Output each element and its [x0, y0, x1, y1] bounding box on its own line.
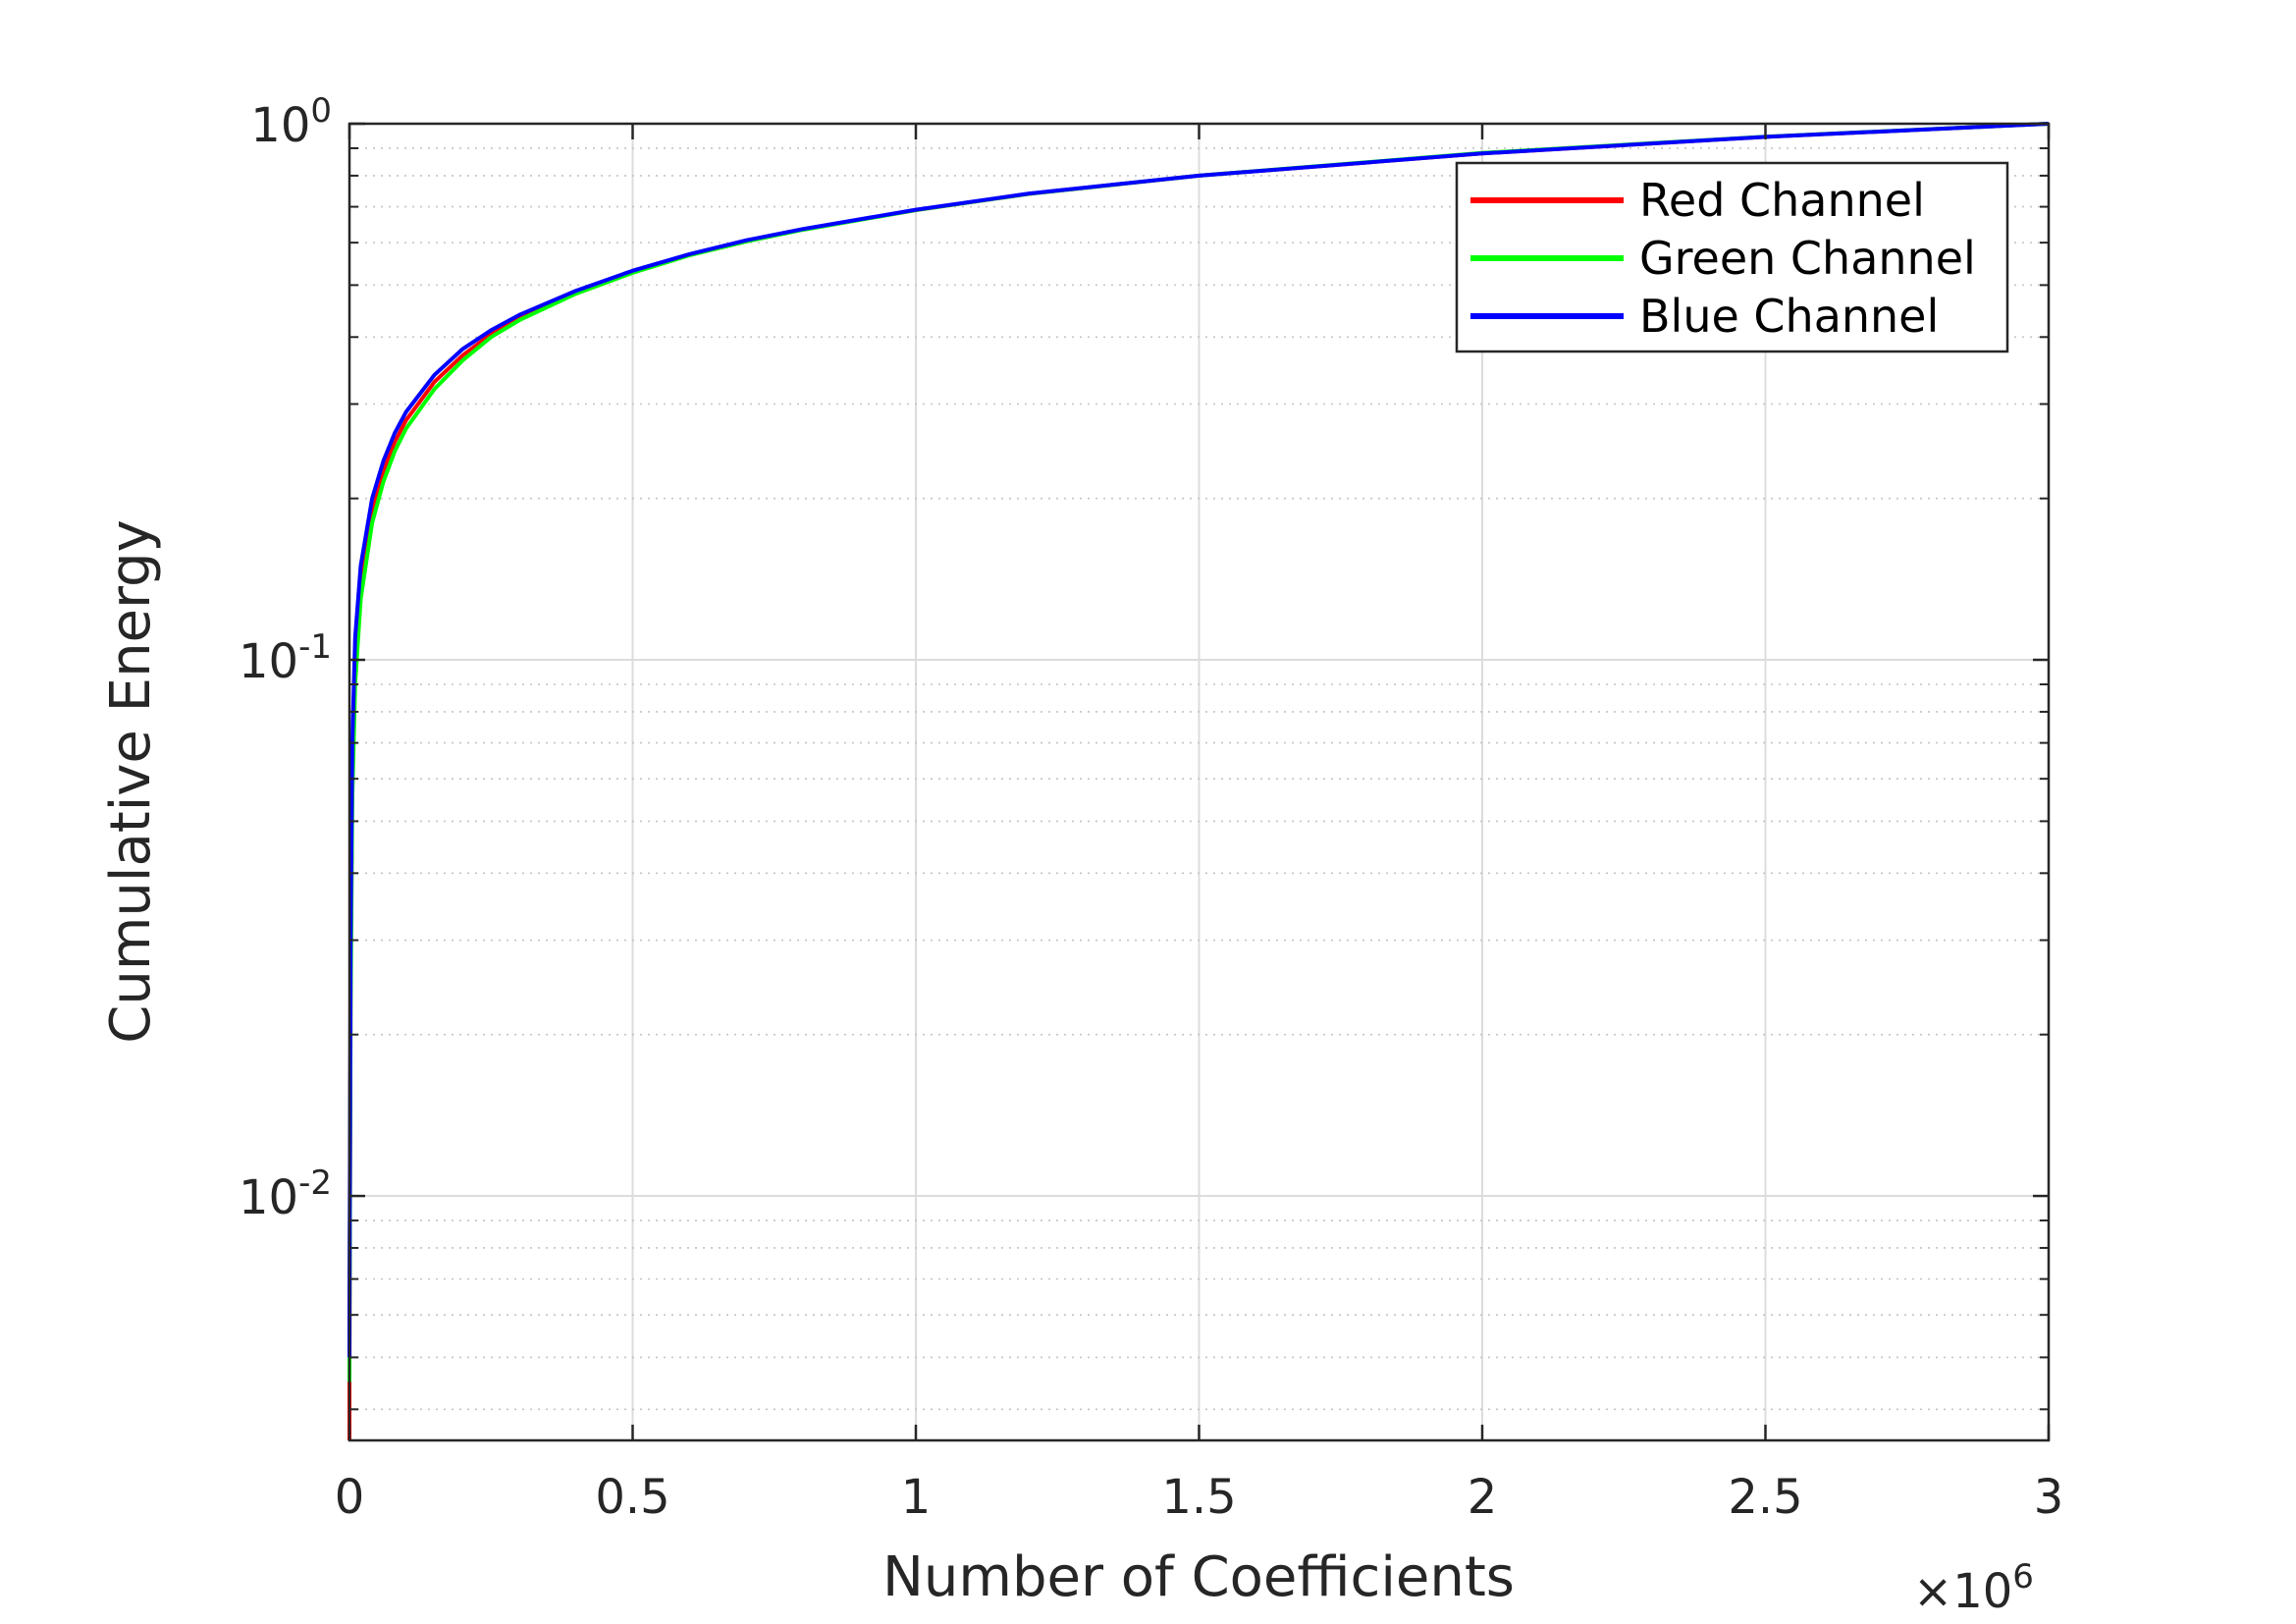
- legend-box: [1455, 161, 2009, 353]
- x-tick-label: 2: [1468, 1470, 1498, 1525]
- y-tick-labels: 10-2 10-1 100: [239, 91, 332, 1225]
- legend-label: Red Channel: [1639, 174, 1925, 227]
- y-tick-label: 10-2: [239, 1164, 332, 1225]
- legend-label: Green Channel: [1639, 232, 1976, 285]
- legend-label: Blue Channel: [1639, 290, 1939, 343]
- y-axis-label: Cumulative Energy: [99, 519, 163, 1043]
- grid: [348, 123, 2050, 1440]
- x-axis-label: Number of Coefficients: [882, 1545, 1515, 1609]
- axis-ticks: [347, 122, 2051, 1440]
- x-tick-label: 1.5: [1161, 1470, 1236, 1525]
- y-tick-label: 100: [250, 91, 332, 153]
- series-line-blue-channel: [347, 122, 2050, 1358]
- x-tick-label: 0.5: [595, 1470, 669, 1525]
- x-tick-labels: 0 0.5 1 1.5 2 2.5 3: [335, 1470, 2064, 1525]
- x-axis-exponent-label: ×106: [1913, 1557, 2034, 1619]
- y-tick-label: 10-1: [239, 627, 332, 689]
- x-tick-label: 3: [2034, 1470, 2064, 1525]
- x-tick-label: 2.5: [1728, 1470, 1802, 1525]
- x-tick-label: 1: [901, 1470, 932, 1525]
- x-tick-label: 0: [335, 1470, 365, 1525]
